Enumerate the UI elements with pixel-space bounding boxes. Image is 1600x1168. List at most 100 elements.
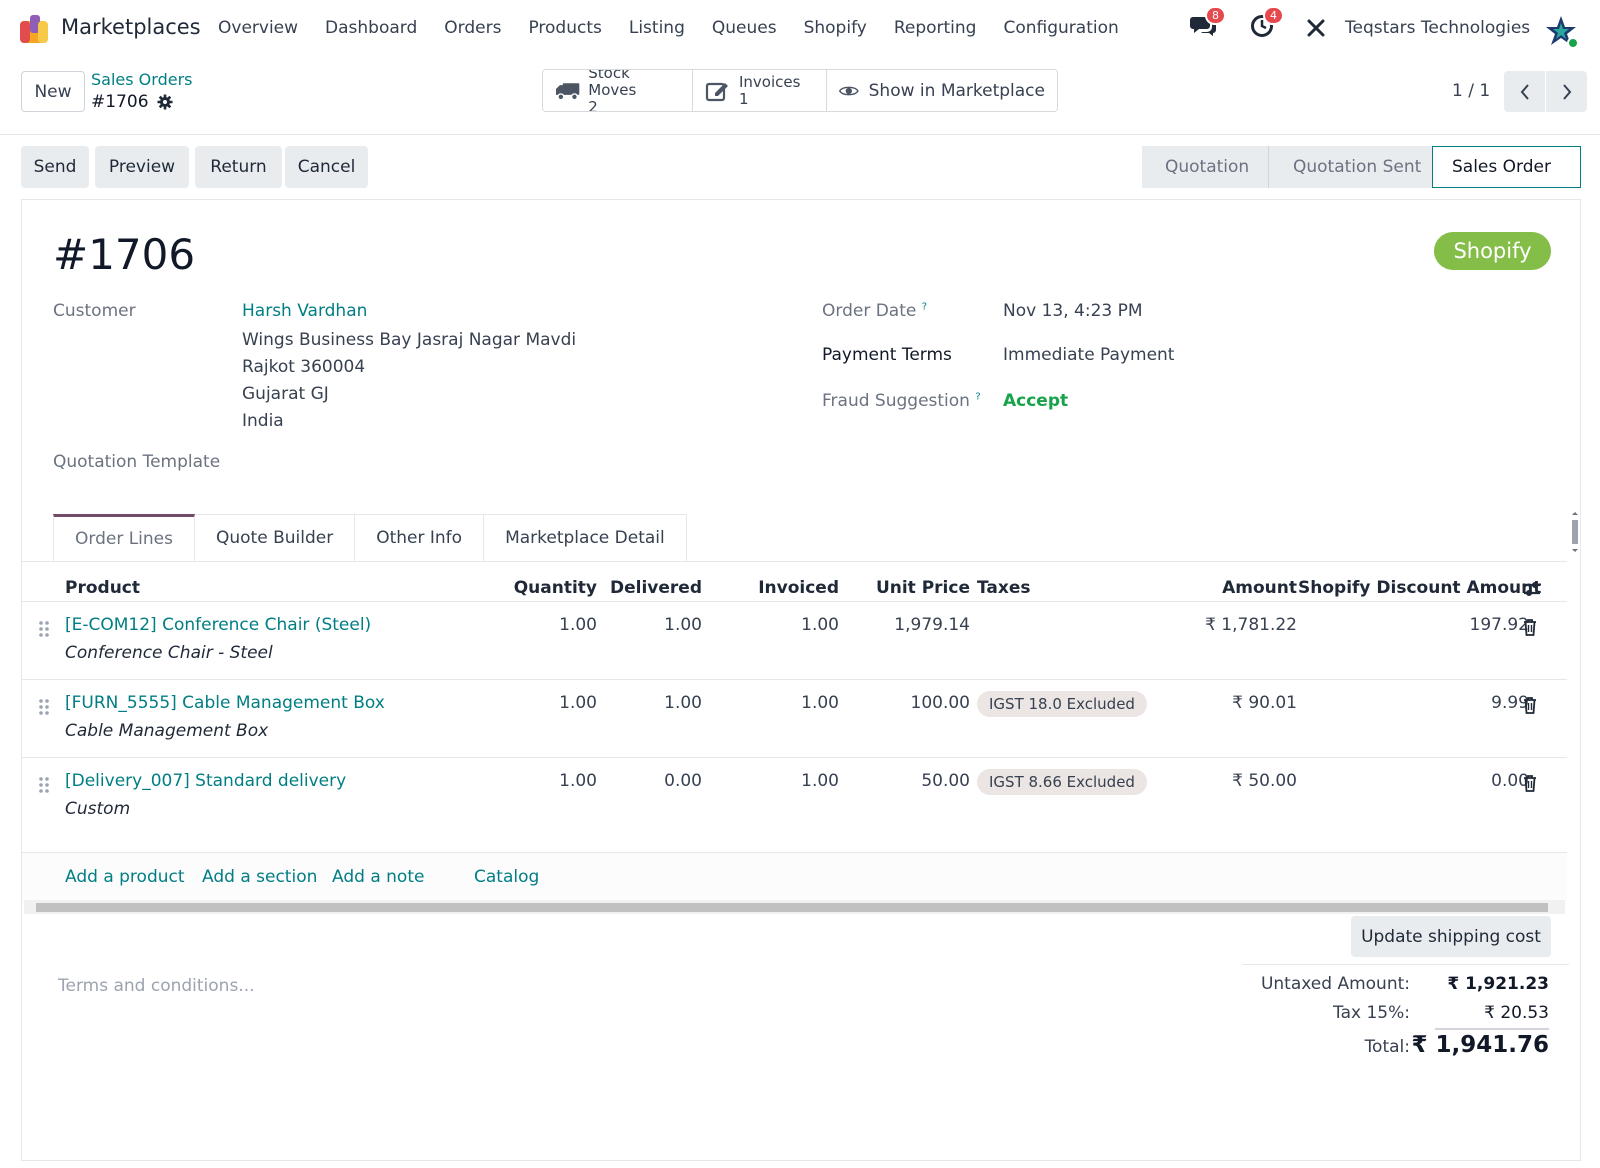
- terms-and-conditions-field[interactable]: Terms and conditions...: [58, 976, 255, 996]
- discount-cell[interactable]: 197.92: [1469, 615, 1529, 635]
- status-quotation[interactable]: Quotation: [1142, 146, 1268, 188]
- preview-button[interactable]: Preview: [95, 146, 189, 188]
- tab-other-info[interactable]: Other Info: [355, 514, 485, 562]
- discount-cell[interactable]: 9.99: [1491, 693, 1529, 713]
- menu-listing[interactable]: Listing: [628, 18, 685, 38]
- product-name[interactable]: [Delivery_007] Standard delivery: [65, 771, 347, 791]
- add-section-link[interactable]: Add a section: [202, 867, 318, 887]
- pager-next-button[interactable]: [1546, 71, 1587, 112]
- menu-overview[interactable]: Overview: [218, 18, 299, 38]
- unit-price-cell[interactable]: 1,979.14: [894, 615, 970, 635]
- marketplaces-app-icon[interactable]: [18, 13, 50, 45]
- col-shopify-discount[interactable]: Shopify Discount Amount: [1298, 578, 1542, 598]
- menu-dashboard[interactable]: Dashboard: [325, 18, 418, 38]
- messages-button[interactable]: 8: [1190, 6, 1226, 43]
- menu-queues[interactable]: Queues: [711, 18, 777, 38]
- truck-icon: [555, 82, 580, 100]
- menu-products[interactable]: Products: [528, 18, 602, 38]
- col-taxes[interactable]: Taxes: [977, 578, 1031, 598]
- table-row[interactable]: [Delivery_007] Standard delivery Custom …: [22, 757, 1567, 835]
- invoiced-cell: 1.00: [801, 615, 839, 635]
- show-in-marketplace-label: Show in Marketplace: [868, 80, 1045, 101]
- col-product[interactable]: Product: [65, 578, 140, 598]
- horizontal-scrollbar[interactable]: [24, 900, 1565, 914]
- trash-icon[interactable]: [1523, 619, 1537, 636]
- discount-cell[interactable]: 0.00: [1491, 771, 1529, 791]
- stock-moves-button[interactable]: Stock Moves 2: [543, 70, 693, 111]
- col-amount[interactable]: Amount: [1222, 578, 1297, 598]
- delivered-cell[interactable]: 1.00: [664, 693, 702, 713]
- vertical-scrollbar[interactable]: [1570, 511, 1580, 553]
- optional-columns-icon[interactable]: [1522, 580, 1542, 598]
- payment-terms-value[interactable]: Immediate Payment: [1003, 345, 1175, 365]
- trash-icon[interactable]: [1523, 775, 1537, 792]
- pager-value[interactable]: 1 / 1: [1452, 81, 1491, 101]
- tax-tag[interactable]: IGST 18.0 Excluded: [977, 691, 1147, 717]
- menu-shopify[interactable]: Shopify: [803, 18, 867, 38]
- tab-marketplace-detail[interactable]: Marketplace Detail: [484, 514, 687, 562]
- tools-icon: [1307, 19, 1325, 37]
- col-invoiced[interactable]: Invoiced: [758, 578, 839, 598]
- show-in-marketplace-button[interactable]: Show in Marketplace: [827, 70, 1057, 111]
- menu-orders[interactable]: Orders: [444, 18, 502, 38]
- quotation-template-label: Quotation Template: [53, 452, 221, 472]
- return-button[interactable]: Return: [195, 146, 282, 188]
- table-row[interactable]: [E-COM12] Conference Chair (Steel) Confe…: [22, 601, 1567, 679]
- new-button[interactable]: New: [21, 71, 85, 112]
- company-switcher[interactable]: Teqstars Technologies: [1345, 18, 1531, 38]
- status-sales-order[interactable]: Sales Order: [1432, 146, 1581, 188]
- user-avatar[interactable]: [1544, 14, 1578, 48]
- product-description[interactable]: Conference Chair - Steel: [65, 643, 273, 663]
- app-name[interactable]: Marketplaces: [61, 15, 201, 39]
- add-note-link[interactable]: Add a note: [332, 867, 425, 887]
- menu-configuration[interactable]: Configuration: [1003, 18, 1119, 38]
- product-description[interactable]: Custom: [65, 799, 131, 819]
- invoices-button[interactable]: Invoices 1: [693, 70, 827, 111]
- tab-quote-builder[interactable]: Quote Builder: [195, 514, 356, 562]
- product-name[interactable]: [FURN_5555] Cable Management Box: [65, 693, 385, 713]
- unit-price-cell[interactable]: 100.00: [910, 693, 970, 713]
- drag-handle-icon[interactable]: [38, 776, 50, 794]
- invoices-label: Invoices: [739, 72, 801, 91]
- delivered-cell[interactable]: 1.00: [664, 615, 702, 635]
- drag-handle-icon[interactable]: [38, 698, 50, 716]
- col-quantity[interactable]: Quantity: [513, 578, 597, 598]
- menu-reporting[interactable]: Reporting: [893, 18, 977, 38]
- help-icon[interactable]: ?: [975, 391, 981, 403]
- status-quotation-sent[interactable]: Quotation Sent: [1268, 146, 1432, 188]
- unit-price-cell[interactable]: 50.00: [921, 771, 970, 791]
- tab-order-lines[interactable]: Order Lines: [53, 514, 195, 562]
- table-row[interactable]: [FURN_5555] Cable Management Box Cable M…: [22, 679, 1567, 757]
- debug-tools-button[interactable]: [1306, 18, 1326, 43]
- add-product-link[interactable]: Add a product: [65, 867, 185, 887]
- update-shipping-cost-button[interactable]: Update shipping cost: [1351, 916, 1551, 957]
- trash-icon[interactable]: [1523, 697, 1537, 714]
- order-date-value[interactable]: Nov 13, 4:23 PM: [1003, 301, 1143, 321]
- col-delivered[interactable]: Delivered: [610, 578, 702, 598]
- help-icon[interactable]: ?: [921, 301, 928, 313]
- order-date-label: Order Date ?: [822, 301, 927, 321]
- stock-moves-count: 2: [588, 98, 598, 112]
- totals-divider: [1242, 964, 1569, 965]
- activities-button[interactable]: 4: [1250, 6, 1284, 43]
- customer-link[interactable]: Harsh Vardhan: [242, 301, 368, 321]
- customer-address: Wings Business Bay Jasraj Nagar Mavdi Ra…: [242, 327, 576, 435]
- horizontal-scrollbar-thumb[interactable]: [36, 903, 1548, 912]
- breadcrumb-sales-orders[interactable]: Sales Orders: [91, 70, 193, 89]
- quantity-cell[interactable]: 1.00: [559, 771, 597, 791]
- drag-handle-icon[interactable]: [38, 620, 50, 638]
- quantity-cell[interactable]: 1.00: [559, 693, 597, 713]
- send-button[interactable]: Send: [21, 146, 89, 188]
- quantity-cell[interactable]: 1.00: [559, 615, 597, 635]
- cancel-button[interactable]: Cancel: [285, 146, 368, 188]
- address-line: Rajkot 360004: [242, 357, 366, 377]
- catalog-link[interactable]: Catalog: [474, 867, 540, 887]
- pager-previous-button[interactable]: [1504, 71, 1545, 112]
- gear-icon[interactable]: [157, 94, 173, 110]
- product-description[interactable]: Cable Management Box: [65, 721, 269, 741]
- col-unit-price[interactable]: Unit Price: [875, 578, 970, 598]
- tax-tag[interactable]: IGST 8.66 Excluded: [977, 769, 1147, 795]
- delivered-cell[interactable]: 0.00: [664, 771, 702, 791]
- tax-value: ₹ 20.53: [1484, 1003, 1549, 1023]
- product-name[interactable]: [E-COM12] Conference Chair (Steel): [65, 615, 372, 635]
